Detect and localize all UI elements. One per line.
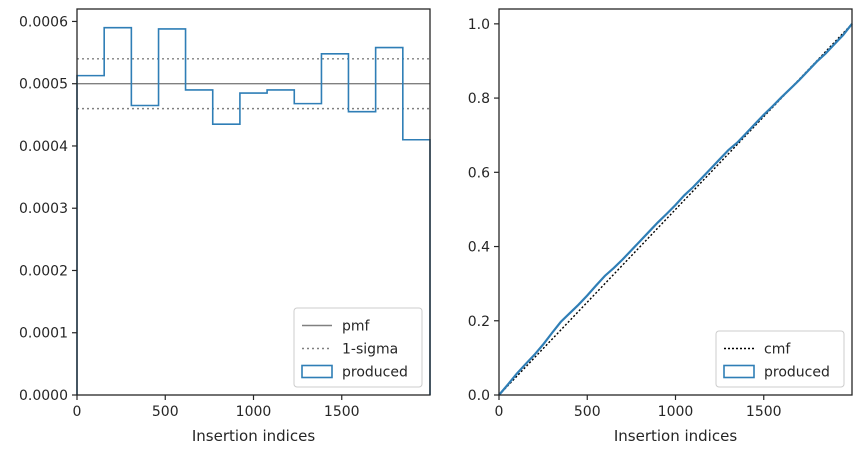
produced-histogram xyxy=(76,26,431,395)
y-tick-label: 0.0001 xyxy=(19,326,68,342)
y-tick-label: 0.0003 xyxy=(19,201,68,217)
x-tick-label: 1000 xyxy=(658,404,694,420)
x-tick-label: 1500 xyxy=(324,404,360,420)
y-tick-label: 0.0000 xyxy=(19,388,68,404)
x-tick-label: 1000 xyxy=(236,404,272,420)
x-axis-label: Insertion indices xyxy=(614,427,737,445)
y-tick-label: 0.0005 xyxy=(19,77,68,93)
legend: cmf produced xyxy=(715,330,845,388)
x-tick-label: 0 xyxy=(495,404,504,420)
y-tick-label: 0.0 xyxy=(468,388,490,404)
y-tick-label: 0.0006 xyxy=(19,14,68,30)
legend-handle-produced xyxy=(723,364,755,379)
legend-box xyxy=(293,307,423,388)
y-tick-label: 0.0002 xyxy=(19,263,68,279)
y-tick-label: 0.2 xyxy=(468,314,490,330)
cmf-series xyxy=(498,23,853,396)
chart-2: 0 500 1000 1500 0.0 0.2 0.4 0.6 0.8 1.0 Insertion … xyxy=(468,8,853,445)
legend-label: pmf xyxy=(342,319,371,335)
x-axis-label: Insertion indices xyxy=(192,427,315,445)
legend-box xyxy=(715,330,845,388)
y-tick-label: 0.8 xyxy=(468,91,490,107)
legend-label: produced xyxy=(342,365,408,381)
legend-label: cmf xyxy=(764,342,791,358)
legend: pmf 1-sigma produced xyxy=(293,307,423,388)
y-tick-label: 1.0 xyxy=(468,17,490,33)
y-tick-label: 0.6 xyxy=(468,165,490,181)
x-tick-label: 1500 xyxy=(746,404,782,420)
legend-label: produced xyxy=(764,365,830,381)
x-tick-label: 500 xyxy=(152,404,179,420)
y-tick-label: 0.4 xyxy=(468,240,490,256)
x-tick-label: 500 xyxy=(574,404,601,420)
produced-series xyxy=(498,23,853,396)
chart-1: 0 500 1000 1500 0.0000 0.0001 0.0002 0.0003 0.00… xyxy=(19,8,431,445)
y-tick-label: 0.0004 xyxy=(19,139,68,155)
x-tick-label: 0 xyxy=(73,404,82,420)
legend-handle-produced xyxy=(301,364,333,379)
legend-label: 1-sigma xyxy=(342,342,398,358)
